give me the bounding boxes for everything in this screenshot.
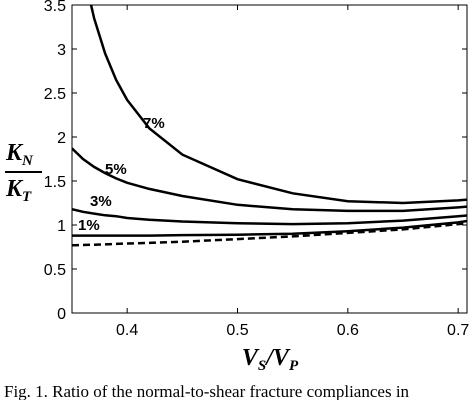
- x-axis-label: VS/VP: [242, 345, 299, 374]
- y-label-part: N: [21, 153, 34, 169]
- y-tick-label: 1.5: [44, 174, 66, 191]
- x-label-part: /V: [264, 345, 291, 371]
- y-label-denominator: KT: [5, 176, 32, 205]
- caption: Fig. 1. Ratio of the normal-to-shear fra…: [4, 382, 410, 400]
- plot-area: [72, 5, 467, 247]
- curve: [72, 219, 467, 237]
- curve: [72, 147, 467, 213]
- y-tick-label: 0.5: [44, 262, 66, 279]
- curve-label: 7%: [143, 115, 165, 132]
- y-tick-label: 0: [57, 306, 66, 323]
- x-tick-label: 0.4: [116, 322, 138, 339]
- curve-label: 5%: [105, 161, 127, 178]
- curve: [72, 207, 467, 226]
- y-tick-label: 1: [57, 218, 66, 235]
- x-label-part: S: [258, 358, 266, 374]
- y-tick-label: 3.5: [44, 0, 66, 15]
- x-tick-label: 0.6: [337, 322, 359, 339]
- y-label-part: T: [22, 189, 32, 205]
- y-label-part: K: [5, 176, 24, 202]
- y-tick-label: 2: [57, 130, 66, 147]
- y-label-part: K: [5, 140, 24, 166]
- curve: [72, 222, 467, 247]
- x-label-part: V: [242, 345, 260, 371]
- curve: [89, 5, 467, 205]
- x-label-part: P: [289, 358, 299, 374]
- x-tick-label: 0.5: [226, 322, 248, 339]
- y-tick-label: 3: [57, 42, 66, 59]
- y-label-numerator: KN: [5, 140, 34, 169]
- plot-frame: [71, 4, 468, 314]
- curve-label: 1%: [78, 217, 100, 234]
- curve-label: 3%: [90, 193, 112, 210]
- y-tick-label: 2.5: [44, 86, 66, 103]
- x-tick-label: 0.7: [447, 322, 469, 339]
